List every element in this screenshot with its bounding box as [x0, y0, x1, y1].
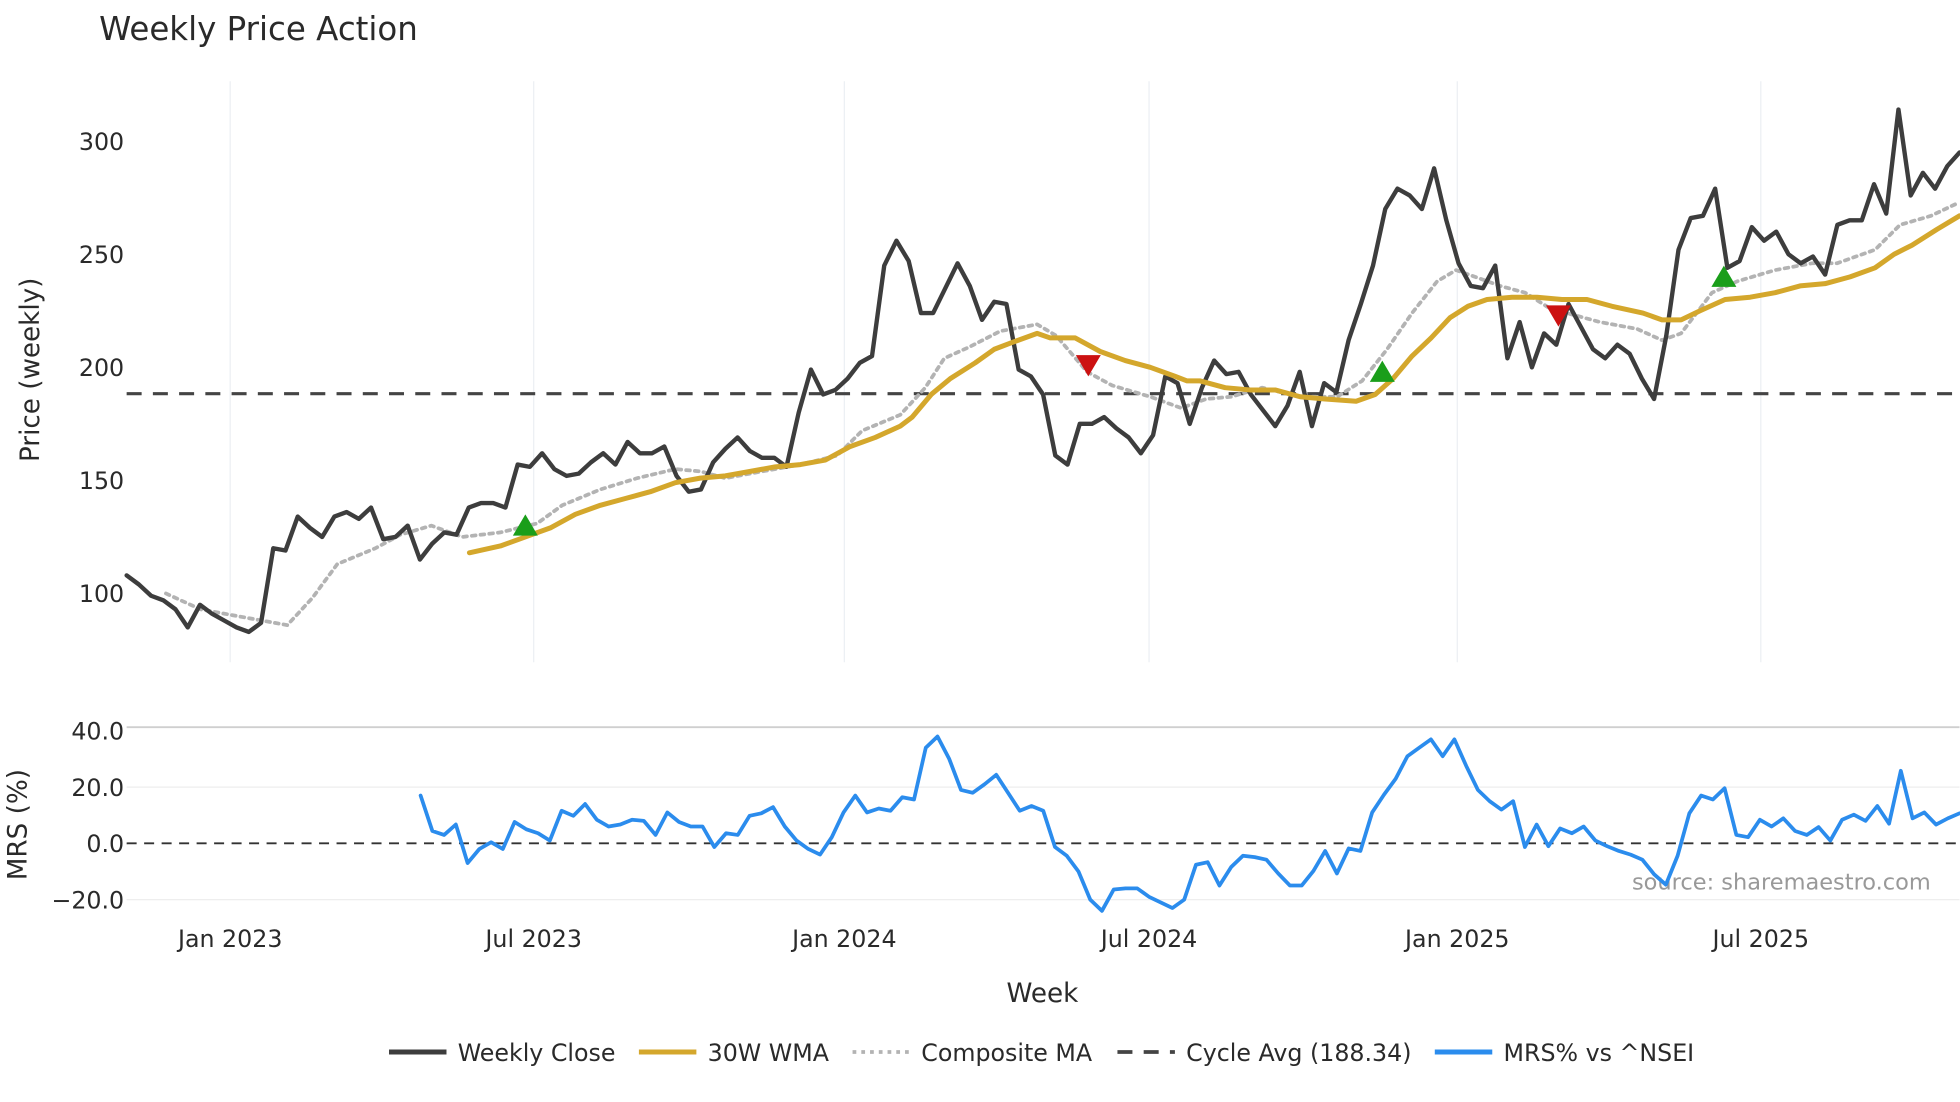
legend-weekly-close[interactable]: Weekly Close — [458, 1039, 616, 1067]
x-tick-label: Jan 2023 — [176, 925, 282, 953]
legend-composite-ma[interactable]: Composite MA — [921, 1039, 1093, 1067]
mrs-y-axis-label: MRS (%) — [4, 769, 34, 880]
x-tick-label: Jan 2025 — [1403, 925, 1509, 953]
sell-signal-marker — [1545, 305, 1571, 327]
price-y-tick-label: 150 — [79, 467, 124, 495]
sell-signal-marker — [1075, 355, 1101, 377]
source-text: source: sharemaestro.com — [1632, 870, 1931, 896]
composite-ma-line — [164, 200, 1960, 628]
legend-30w-wma[interactable]: 30W WMA — [708, 1039, 830, 1067]
price-y-tick-label: 200 — [79, 354, 124, 382]
legend-mrs[interactable]: MRS% vs ^NSEI — [1504, 1039, 1695, 1067]
price-y-tick-label: 250 — [79, 241, 124, 269]
x-axis-label: Week — [1007, 979, 1080, 1009]
price-y-axis-label: Price (weekly) — [16, 278, 46, 462]
wma-30w-line — [466, 213, 1960, 556]
legend: Weekly Close 30W WMA Composite MA Cycle … — [389, 1039, 1694, 1067]
buy-signal-marker — [1369, 360, 1395, 382]
mrs-line — [418, 734, 1960, 913]
x-tick-label: Jul 2023 — [483, 925, 582, 953]
mrs-y-tick-label: −20.0 — [51, 886, 124, 914]
legend-cycle-avg[interactable]: Cycle Avg (188.34) — [1186, 1039, 1411, 1067]
buy-signal-marker — [1711, 265, 1737, 287]
mrs-y-tick-label: 0.0 — [86, 830, 124, 858]
x-tick-label: Jan 2024 — [790, 925, 896, 953]
buy-signal-marker — [512, 514, 538, 536]
mrs-y-tick-label: 20.0 — [71, 774, 124, 802]
x-tick-label: Jul 2025 — [1711, 925, 1810, 953]
price-y-tick-label: 100 — [79, 580, 124, 608]
x-tick-label: Jul 2024 — [1099, 925, 1198, 953]
price-y-tick-label: 300 — [79, 128, 124, 156]
chart-title: Weekly Price Action — [99, 10, 418, 48]
mrs-y-tick-label: 40.0 — [71, 718, 124, 746]
weekly-close-line — [124, 107, 1960, 635]
